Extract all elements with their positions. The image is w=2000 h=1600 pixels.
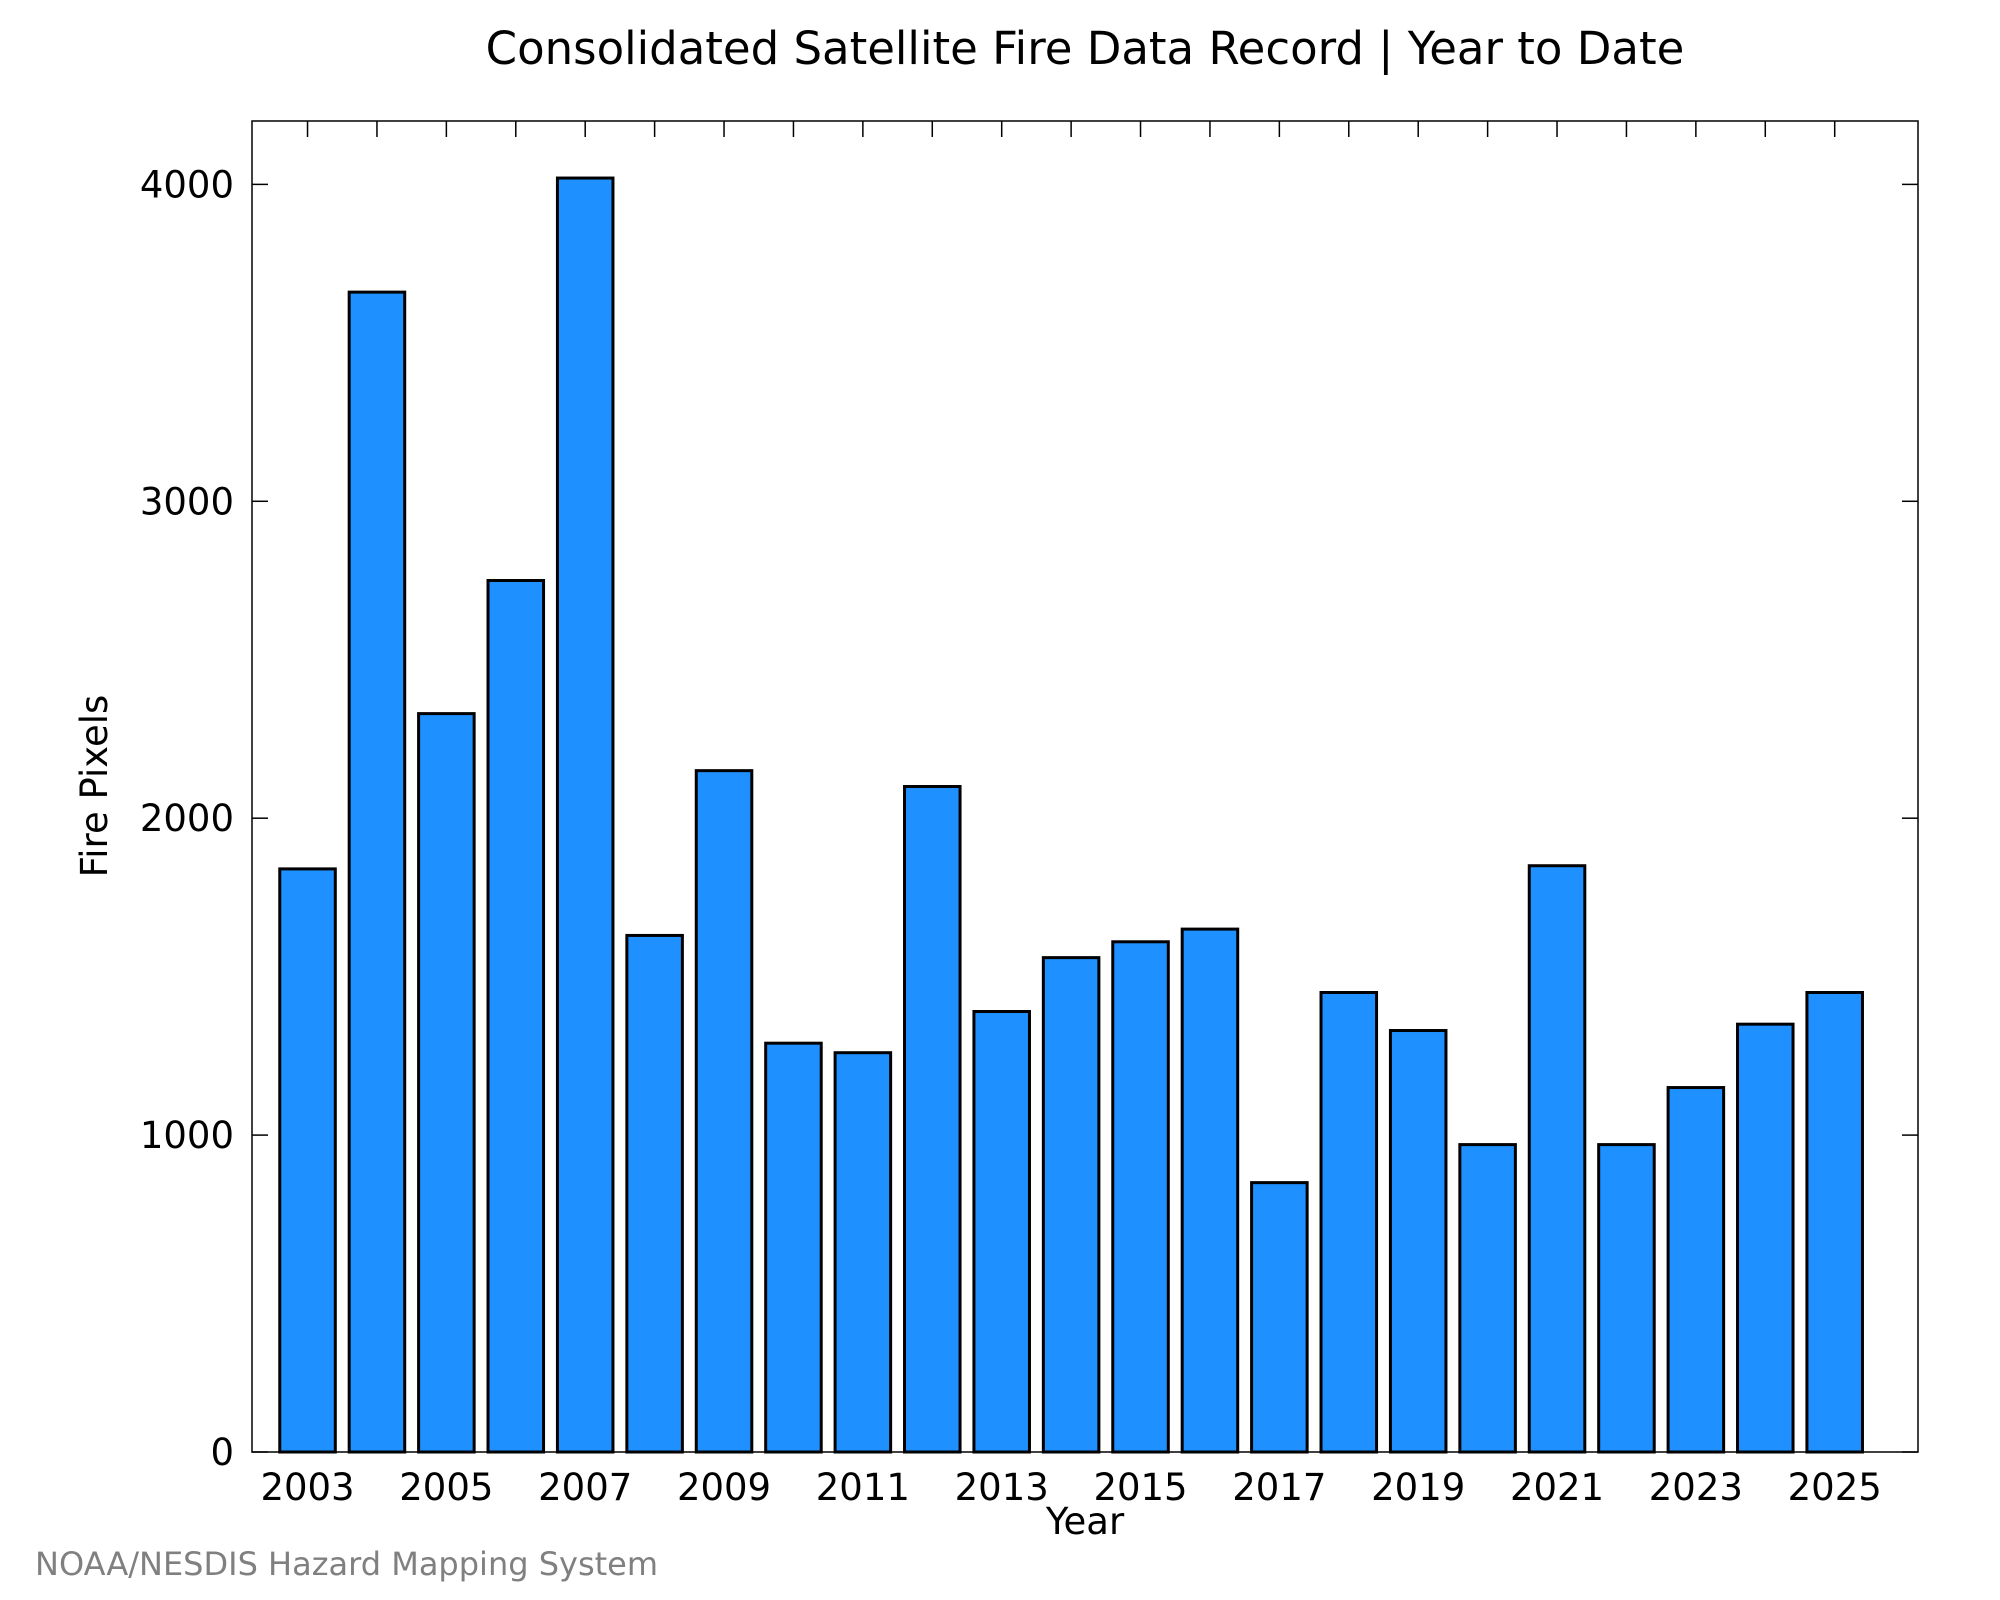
bar-2007	[555, 176, 615, 1454]
bar-2015	[1111, 940, 1170, 1454]
x-tick-label: 2003	[260, 1466, 354, 1509]
bar-2018	[1319, 990, 1379, 1454]
bar-2021	[1527, 864, 1587, 1454]
bar-2023	[1666, 1086, 1726, 1454]
x-tick-label: 2013	[955, 1466, 1049, 1509]
x-tick-label: 2005	[399, 1466, 493, 1509]
bar-2010	[764, 1041, 823, 1454]
x-tick-label: 2019	[1371, 1466, 1465, 1509]
bar-2020	[1458, 1143, 1517, 1454]
bar-2025	[1805, 990, 1864, 1454]
bar-2003	[278, 867, 337, 1454]
bar-2024	[1736, 1022, 1795, 1454]
bar-2009	[694, 769, 754, 1454]
y-tick-label: 1000	[140, 1114, 234, 1157]
y-axis-label: Fire Pixels	[73, 695, 116, 878]
x-axis-label: Year	[1045, 1500, 1125, 1543]
x-tick-label: 2023	[1649, 1466, 1743, 1509]
x-tick-label: 2009	[677, 1466, 771, 1509]
bar-2011	[833, 1051, 893, 1454]
bars	[278, 176, 1864, 1454]
bar-2012	[903, 785, 962, 1454]
y-axis-ticks: 0 1000 2000 3000 4000	[140, 163, 1918, 1474]
x-axis-ticks: 2003 2005 2007 2009 2011 2013 2015 2017 2019 2021…	[260, 121, 1882, 1509]
bar-2013	[972, 1010, 1031, 1454]
y-tick-label: 2000	[140, 797, 234, 840]
x-tick-label: 2025	[1788, 1466, 1882, 1509]
y-tick-label: 0	[210, 1431, 234, 1474]
credit-text: NOAA/NESDIS Hazard Mapping System	[35, 1545, 658, 1583]
x-tick-label: 2011	[816, 1466, 910, 1509]
y-tick-label: 3000	[140, 480, 234, 523]
bar-2016	[1180, 927, 1240, 1454]
bar-2005	[417, 712, 476, 1454]
x-tick-label: 2007	[538, 1466, 632, 1509]
chart-title: Consolidated Satellite Fire Data Record …	[486, 22, 1685, 75]
x-tick-label: 2021	[1510, 1466, 1604, 1509]
bar-2014	[1041, 956, 1101, 1454]
bar-2017	[1250, 1181, 1309, 1454]
bar-2019	[1388, 1029, 1448, 1454]
bar-2022	[1597, 1143, 1656, 1454]
plot-frame	[251, 120, 1919, 1453]
bar-2004	[347, 290, 407, 1454]
bar-2008	[625, 933, 684, 1454]
bar-2006	[486, 579, 546, 1454]
x-tick-label: 2015	[1093, 1466, 1187, 1509]
x-tick-label: 2017	[1232, 1466, 1326, 1509]
y-tick-label: 4000	[140, 163, 234, 206]
